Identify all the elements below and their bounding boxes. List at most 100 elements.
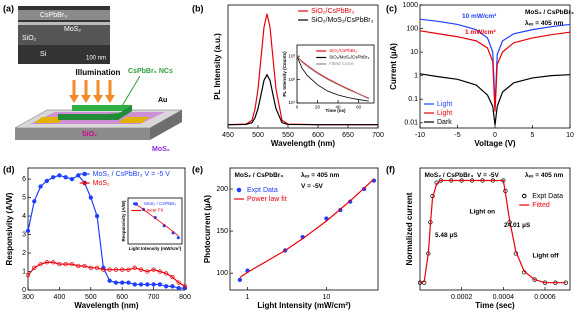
annotation: Light off [533, 253, 560, 260]
annotation: V = -5V [477, 172, 500, 179]
data-point [50, 175, 56, 180]
x-axis-label: Time (ns) [326, 108, 346, 113]
data-point [157, 282, 163, 287]
data-point [88, 265, 93, 270]
series-line [27, 261, 186, 287]
x-tick-label: 1 [246, 294, 250, 301]
y-axis-label: PL Intensity (a.u.) [213, 33, 222, 100]
series-line [419, 30, 571, 112]
y-tick-label: 4 [22, 213, 26, 220]
data-point [113, 280, 119, 285]
data-point [126, 280, 131, 285]
data-point [38, 261, 43, 267]
x-tick-label: 40 [336, 105, 342, 110]
data-point [107, 278, 112, 283]
y-tick-label: 1 [22, 268, 26, 275]
data-point [170, 274, 175, 280]
data-point [120, 280, 125, 285]
annotation: MoS₂ / CsPbBr₃ [525, 9, 574, 16]
data-point [57, 261, 62, 267]
x-tick-label: 550 [282, 132, 294, 139]
data-point [176, 286, 181, 291]
data-point [101, 267, 106, 272]
annotation: 10 mW/cm² [462, 13, 497, 20]
y-axis-label: Current (µA) [389, 43, 398, 90]
legend-label: Dark [437, 119, 452, 126]
y-tick-label: 1 [414, 73, 418, 80]
x-tick-label: 700 [148, 294, 160, 301]
data-point [157, 269, 163, 274]
x-axis-label: Voltage (V) [474, 139, 516, 148]
legend-label: MoS₂ / CsPbBr₃ [144, 201, 176, 206]
annotation: MoS₂ / CsPbBr₃ [234, 172, 283, 179]
x-tick-label: 300 [22, 294, 34, 301]
annotation: λₑₓ = 405 nm [301, 171, 339, 179]
data-point [63, 175, 68, 180]
series-line [296, 55, 370, 100]
legend-label: MoS₂ / CsPbBr₃ V = -5 V [93, 171, 171, 178]
series-line [134, 202, 179, 237]
sem-label: MoS₂ [64, 26, 81, 33]
annotation: 1 mW/cm² [465, 29, 497, 36]
schematic: CsPbBr₃ MoS₂ SiO₂ Si 100 nm Illumination… [3, 3, 183, 153]
pointer [121, 75, 141, 107]
x-tick-label: 650 [342, 132, 354, 139]
x-tick-label: 0 [296, 105, 299, 110]
annotation: λₑₓ = 405 nm [525, 171, 563, 179]
panel-label: (b) [192, 3, 204, 13]
annotation: MoS₂ / CsPbBr₃ [425, 172, 474, 179]
au-pad [118, 117, 150, 123]
annotation: 5.48 µS [435, 232, 458, 239]
data-point [82, 263, 87, 269]
annotation: V = -5V [301, 183, 324, 190]
data-point [138, 282, 144, 287]
scale-bar-label: 100 nm [86, 56, 106, 62]
x-tick-label: 20 [315, 105, 321, 110]
data-point [69, 261, 75, 267]
data-point [176, 280, 181, 285]
plot-frame [127, 197, 183, 245]
x-tick-label: 0.0002 [451, 294, 473, 301]
x-axis-label: Time (sec) [475, 301, 515, 310]
data-point [113, 267, 119, 272]
data-point [44, 178, 49, 184]
x-axis-label: Light Intensity (mW/cm²) [257, 301, 351, 310]
annotation: 24.01 µS [504, 222, 531, 229]
oxide-label: SiO₂ [82, 131, 97, 138]
data-point [44, 260, 49, 265]
x-tick-label: 5 [531, 132, 535, 139]
annotation: λₑₓ = 405 nm [525, 19, 563, 27]
panel-label: (f) [386, 164, 395, 174]
data-point [69, 176, 75, 182]
y-axis-label: Responsivity (A/W) [5, 192, 14, 265]
data-point [126, 267, 131, 272]
y-tick-label: 10² [288, 77, 295, 82]
legend-label: Power law fit [247, 196, 287, 203]
electrode-label: Au [158, 97, 167, 104]
channel-label: MoS₂ [152, 146, 170, 153]
data-point [25, 228, 31, 233]
x-tick-label: 10 [566, 132, 574, 139]
series-line [419, 179, 566, 284]
legend-label: SiO₂/MoS₂/CsPbBr₃ [311, 17, 374, 24]
data-point [63, 261, 68, 267]
y-axis-label: Photocurrent (µA) [203, 195, 212, 263]
data-point [120, 267, 125, 272]
x-tick-label: 450 [222, 132, 234, 139]
data-point [32, 199, 37, 204]
x-tick-label: 500 [85, 294, 97, 301]
data-point [38, 184, 43, 189]
y-tick-label: 0.01 [404, 120, 418, 127]
y-tick-label: 0.1 [408, 96, 418, 103]
panel-label: (a) [3, 3, 14, 13]
nanocrystal-film-side [58, 105, 132, 120]
y-tick-label: 10¹ [288, 100, 295, 105]
y-tick-label: 6 [22, 176, 26, 183]
legend-swatch [82, 180, 87, 186]
y-tick-label: 0 [22, 287, 26, 294]
x-tick-label: 0.0006 [534, 294, 556, 301]
plot-frame [296, 44, 375, 104]
panel-label: (c) [386, 3, 397, 13]
x-tick-label: 500 [252, 132, 264, 139]
light-arrows [72, 80, 112, 96]
